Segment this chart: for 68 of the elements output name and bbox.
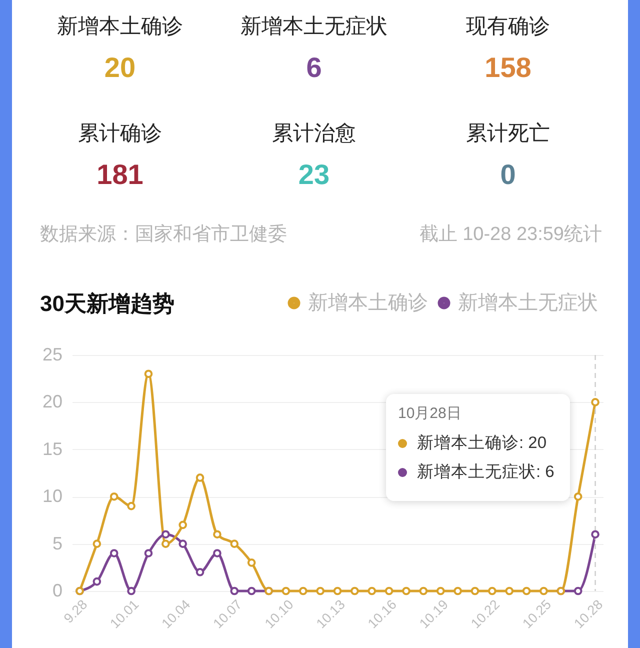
point <box>384 586 394 596</box>
category-label: 累计死亡 <box>465 121 551 147</box>
point <box>591 398 600 406</box>
point <box>230 540 239 548</box>
point <box>522 586 531 596</box>
point <box>488 586 496 596</box>
point <box>333 586 342 596</box>
point <box>161 530 170 539</box>
point <box>196 568 204 576</box>
y-tick-label: 20 <box>42 392 62 412</box>
point <box>419 586 428 596</box>
point <box>574 586 582 596</box>
y-tick-label: 5 <box>52 533 62 554</box>
point <box>540 586 548 596</box>
category-label: 现有确诊 <box>465 14 551 40</box>
point <box>316 586 324 596</box>
point <box>230 586 239 596</box>
annotation: 新增本土确诊: 20 <box>417 434 547 452</box>
source-note: 数据来源：国家和省市卫健委 <box>40 223 287 247</box>
point <box>470 586 480 596</box>
annotation: 10月28日 <box>398 404 462 424</box>
annotation: 新增本土无症状: 6 <box>417 463 554 481</box>
point <box>402 586 410 596</box>
point <box>591 530 600 539</box>
data-label: 181 <box>96 159 144 191</box>
point <box>247 558 256 567</box>
point <box>127 502 136 510</box>
point <box>161 540 170 548</box>
tooltip-panel: 10月28日 新增本土确诊: 20 新增本土无症状: 6 <box>386 394 570 501</box>
legend-label: 新增本土无症状 <box>458 292 598 314</box>
category-label: 累计确诊 <box>77 121 163 147</box>
point <box>436 586 445 596</box>
point <box>178 520 187 530</box>
point <box>110 549 118 558</box>
data-label: 158 <box>484 52 532 84</box>
point <box>144 549 153 558</box>
point <box>110 492 118 501</box>
point <box>298 586 308 596</box>
point <box>247 586 256 596</box>
point <box>505 586 514 596</box>
category-label: 累计治愈 <box>271 121 357 147</box>
point <box>92 577 102 586</box>
point <box>144 370 153 378</box>
point <box>213 549 222 558</box>
text: 截止 10-28 23:59统计 <box>419 223 602 247</box>
y-tick-label: 15 <box>42 438 62 459</box>
y-tick-label: 0 <box>52 580 62 600</box>
point <box>574 492 582 501</box>
y-tick-label: 25 <box>42 344 62 364</box>
point <box>454 586 462 596</box>
point <box>196 474 204 482</box>
point <box>350 586 359 596</box>
point <box>368 586 376 596</box>
data-label: 0 <box>500 159 516 191</box>
x-tick-label: 9.28 <box>60 596 90 626</box>
category-label: 新增本土无症状 <box>240 14 388 40</box>
data-label: 20 <box>104 52 136 84</box>
point <box>178 540 187 548</box>
data-label: 23 <box>298 159 330 191</box>
data-label: 6 <box>306 52 322 84</box>
point <box>282 586 290 596</box>
y-tick-label: 10 <box>42 486 62 506</box>
point <box>127 586 136 596</box>
chart-title: 30天新增趋势 <box>40 291 174 316</box>
point <box>213 530 222 539</box>
legend-label: 新增本土确诊 <box>308 292 428 314</box>
point <box>92 540 102 548</box>
category-label: 新增本土确诊 <box>56 14 184 40</box>
